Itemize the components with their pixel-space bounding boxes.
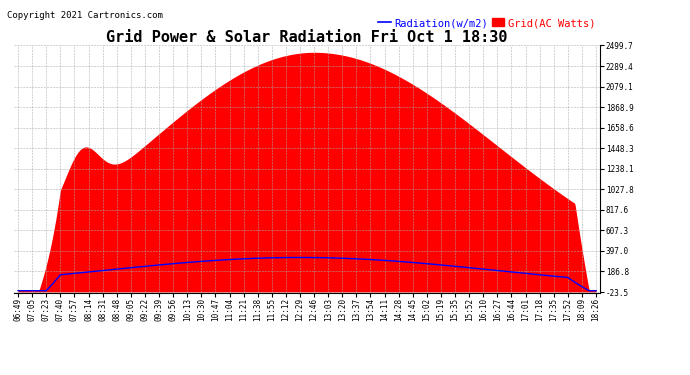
Text: Copyright 2021 Cartronics.com: Copyright 2021 Cartronics.com — [7, 11, 163, 20]
Title: Grid Power & Solar Radiation Fri Oct 1 18:30: Grid Power & Solar Radiation Fri Oct 1 1… — [106, 30, 508, 45]
Legend: Radiation(w/m2), Grid(AC Watts): Radiation(w/m2), Grid(AC Watts) — [378, 18, 595, 28]
